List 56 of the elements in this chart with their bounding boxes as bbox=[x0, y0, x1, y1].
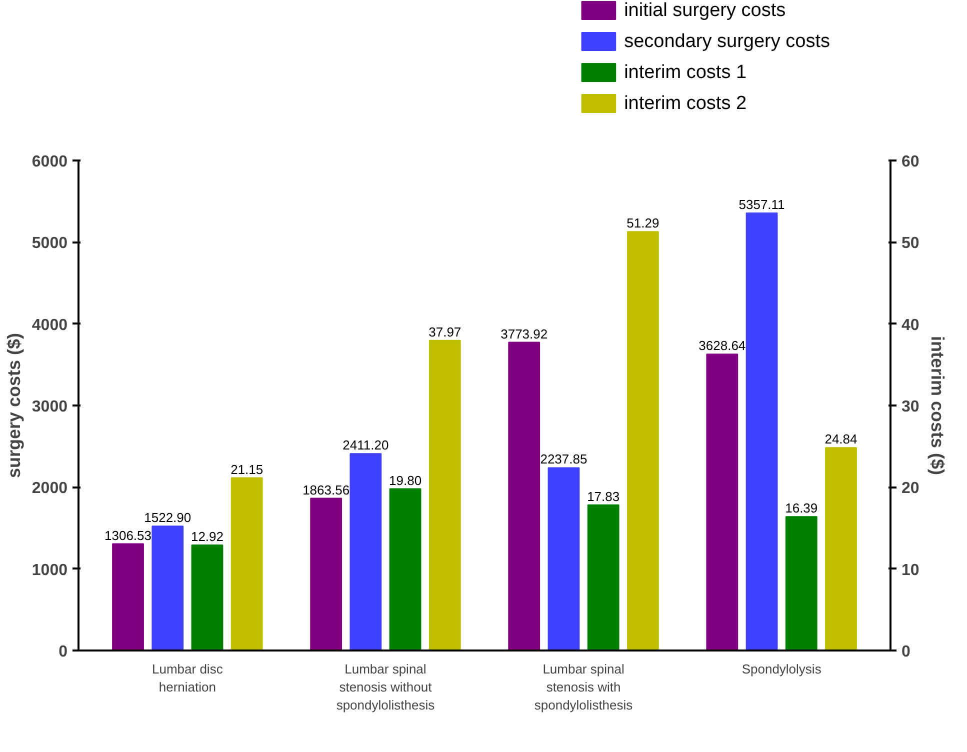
bar bbox=[706, 354, 738, 650]
data-label: 1306.53 bbox=[104, 528, 152, 543]
data-label: 5357.11 bbox=[738, 197, 785, 212]
y-tick-label: 1000 bbox=[32, 562, 68, 579]
data-label: 1522.90 bbox=[144, 510, 192, 526]
y-tick-label: 5000 bbox=[32, 235, 68, 252]
y-tick-label: 3000 bbox=[32, 398, 68, 416]
bar bbox=[389, 488, 422, 650]
y-tick-label: 6000 bbox=[32, 154, 68, 170]
data-label: 21.15 bbox=[230, 462, 264, 477]
y2-tick-label: 50 bbox=[902, 235, 920, 252]
bar bbox=[191, 544, 224, 650]
x-tick-label: Spondylolysis bbox=[742, 662, 822, 676]
bar bbox=[548, 467, 580, 650]
data-label: 37.97 bbox=[428, 324, 462, 340]
bar bbox=[825, 447, 857, 650]
bar bbox=[508, 342, 540, 650]
bar bbox=[152, 526, 184, 650]
y2-tick-label: 30 bbox=[902, 398, 920, 416]
x-tick-label: Lumbar spinal stenosis without spondylolisthesis bbox=[336, 662, 436, 712]
data-label: 3773.92 bbox=[500, 326, 548, 342]
y2-tick-label: 0 bbox=[902, 644, 910, 660]
bar bbox=[626, 231, 659, 650]
bar bbox=[785, 516, 818, 650]
y2-tick-label: 40 bbox=[902, 316, 920, 334]
bar bbox=[587, 504, 620, 650]
data-label: 24.84 bbox=[824, 432, 858, 447]
y2-tick-label: 60 bbox=[902, 154, 920, 170]
data-label: 19.80 bbox=[389, 472, 422, 488]
data-label: 17.83 bbox=[587, 488, 620, 504]
data-label: 12.92 bbox=[190, 528, 224, 544]
y2-tick-label: 20 bbox=[902, 480, 920, 498]
y-axis-title: surgery costs ($) bbox=[4, 332, 24, 478]
data-label: 1863.56 bbox=[302, 482, 350, 498]
x-tick-label: Lumbar spinal stenosis with spondylolisthesis bbox=[534, 662, 634, 712]
y2-axis-title: interim costs ($) bbox=[927, 336, 948, 476]
bar bbox=[310, 498, 342, 650]
legend-label: initial surgery costs bbox=[624, 0, 786, 21]
x-tick-label: Lumbar disc herniation bbox=[152, 662, 224, 694]
bar bbox=[230, 477, 263, 650]
data-label: 2237.85 bbox=[540, 452, 588, 467]
legend-label: interim costs 1 bbox=[624, 62, 747, 83]
y-tick-label: 0 bbox=[58, 644, 68, 660]
bar bbox=[746, 212, 778, 650]
legend-label: interim costs 2 bbox=[624, 93, 747, 114]
bar bbox=[428, 340, 461, 650]
data-label: 16.39 bbox=[785, 500, 818, 516]
bar bbox=[350, 453, 382, 650]
y-tick-label: 4000 bbox=[32, 316, 68, 334]
y2-tick-label: 10 bbox=[902, 562, 920, 579]
y-tick-label: 2000 bbox=[32, 480, 68, 498]
data-label: 51.29 bbox=[626, 216, 660, 231]
data-label: 2411.20 bbox=[342, 438, 389, 453]
data-label: 3628.64 bbox=[698, 338, 746, 354]
bar bbox=[112, 543, 144, 650]
legend-label: secondary surgery costs bbox=[624, 31, 830, 52]
